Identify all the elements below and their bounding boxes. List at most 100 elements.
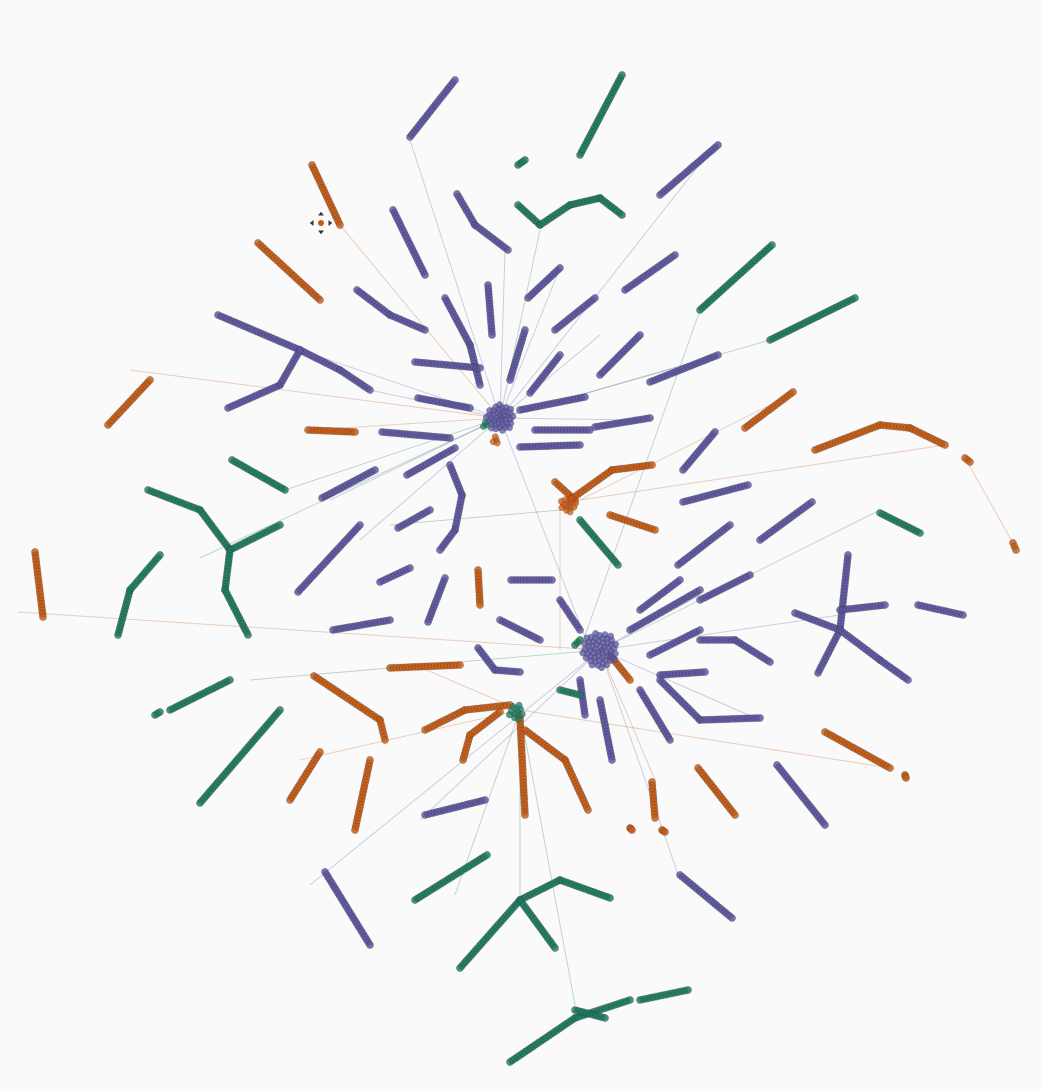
node — [696, 586, 704, 594]
node — [483, 851, 491, 859]
node — [646, 414, 654, 422]
branch-purple-24 — [516, 393, 589, 414]
node — [886, 764, 894, 772]
branch-orange-95 — [286, 748, 324, 804]
branch-orange-85 — [961, 454, 974, 466]
node — [226, 676, 234, 684]
node — [701, 668, 709, 676]
cluster-branches — [31, 71, 1020, 1066]
node — [696, 626, 704, 634]
branch-purple-46 — [596, 696, 616, 764]
node — [476, 364, 484, 372]
node — [756, 714, 764, 722]
node — [612, 640, 620, 648]
node — [714, 141, 722, 149]
node — [844, 551, 852, 559]
branch-green-76 — [636, 986, 692, 1004]
branch-purple-41 — [646, 626, 704, 659]
branch-purple-19 — [411, 358, 484, 372]
branch-green-66 — [576, 516, 622, 569]
node — [521, 156, 529, 164]
branch-purple-23 — [414, 394, 474, 412]
branch-purple-29 — [403, 444, 459, 479]
node — [351, 428, 359, 436]
branch-green-68 — [166, 676, 234, 714]
node — [566, 508, 574, 516]
node — [499, 426, 506, 434]
branch-orange-83 — [741, 388, 797, 432]
branch-purple-50 — [814, 626, 912, 684]
node — [446, 434, 454, 442]
hub-cluster — [505, 701, 526, 723]
branch-orange-91 — [606, 511, 659, 534]
branch-green-59 — [514, 156, 529, 169]
node — [146, 376, 154, 384]
node — [493, 439, 501, 447]
branch-orange-82 — [304, 426, 359, 436]
node — [726, 521, 734, 529]
branch-purple-49 — [791, 551, 852, 634]
node — [821, 821, 829, 829]
move-cursor-icon — [308, 210, 334, 236]
node — [684, 986, 692, 994]
node — [731, 811, 739, 819]
hub-cluster — [482, 401, 517, 434]
branch-purple-28 — [318, 466, 379, 502]
branch-orange-84 — [811, 421, 949, 454]
node — [584, 806, 592, 814]
branch-green-75 — [571, 1006, 609, 1022]
node — [386, 616, 394, 624]
node — [316, 296, 324, 304]
node — [244, 631, 252, 639]
node — [746, 571, 754, 579]
branch-purple-21 — [526, 351, 564, 397]
node — [39, 613, 47, 621]
node — [514, 715, 522, 723]
branch-purple-7 — [596, 331, 644, 379]
branch-purple-9 — [679, 428, 719, 474]
node — [366, 756, 374, 764]
branch-purple-13 — [696, 571, 754, 604]
node — [551, 944, 559, 952]
node — [588, 661, 596, 669]
node — [456, 661, 464, 669]
node — [518, 710, 526, 718]
branch-orange-100 — [648, 778, 659, 822]
branch-purple-42 — [656, 668, 709, 679]
node — [451, 76, 459, 84]
node — [156, 551, 164, 559]
branch-purple-51 — [836, 601, 889, 614]
node — [496, 401, 504, 409]
branch-orange-103 — [694, 764, 739, 819]
node — [916, 529, 924, 537]
branch-purple-27 — [591, 414, 654, 431]
branch-green-64 — [114, 551, 164, 639]
branch-orange-92 — [386, 661, 464, 672]
node — [521, 811, 529, 819]
branch-green-73 — [516, 896, 559, 952]
branch-green-65 — [221, 546, 252, 639]
branch-purple-11 — [756, 498, 816, 544]
node — [648, 461, 656, 469]
node — [789, 388, 797, 396]
node — [598, 664, 606, 672]
node — [276, 521, 284, 529]
node — [676, 576, 684, 584]
branch-purple-0 — [406, 76, 459, 141]
node — [509, 413, 517, 420]
branch-purple-3 — [524, 264, 564, 302]
branch-purple-40 — [626, 586, 704, 634]
branch-purple-34 — [424, 574, 449, 626]
node — [356, 521, 364, 529]
node — [336, 221, 344, 229]
node — [583, 634, 591, 642]
node — [601, 1014, 609, 1022]
node — [521, 326, 529, 334]
hub-cluster — [557, 495, 580, 516]
node — [486, 407, 494, 414]
branch-green-78 — [556, 686, 584, 699]
node — [581, 640, 589, 648]
node — [628, 826, 636, 834]
branch-purple-37 — [474, 644, 524, 676]
